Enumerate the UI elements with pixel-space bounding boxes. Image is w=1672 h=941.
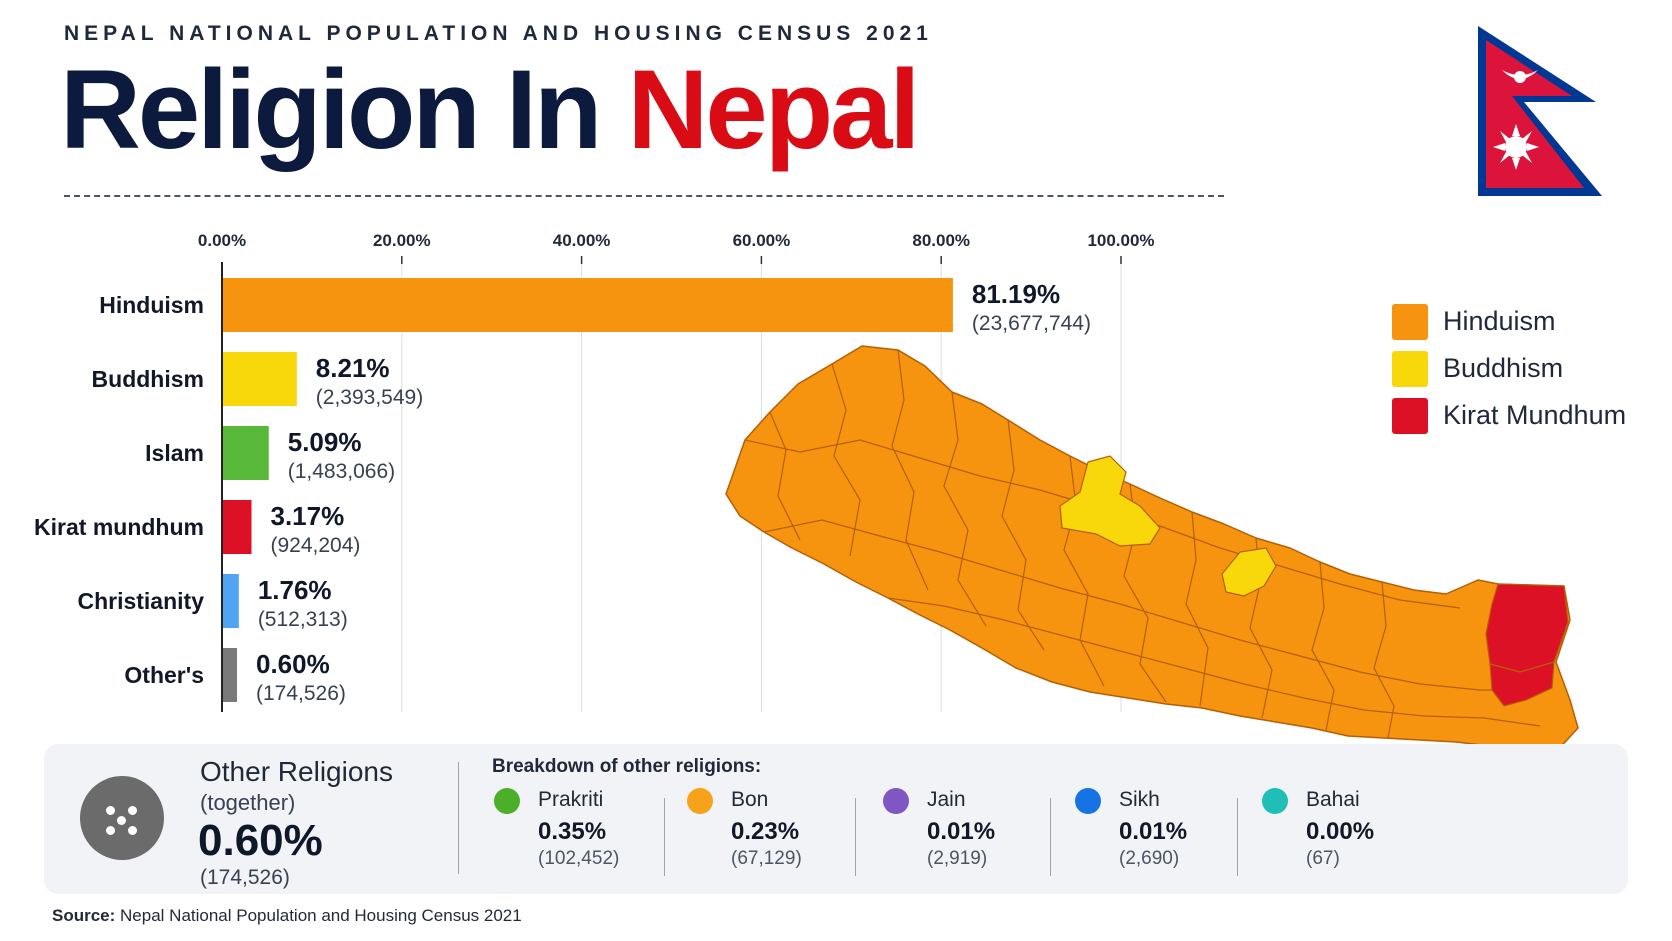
bar <box>223 648 237 702</box>
count-label: (512,313) <box>258 608 348 631</box>
nepal-district-map <box>725 345 1579 755</box>
title-divider <box>64 195 1224 197</box>
nepal-flag-icon <box>1478 26 1602 196</box>
sikh-dot-icon <box>1075 788 1101 814</box>
legend-item-hinduism: Hinduism <box>1392 298 1626 345</box>
value-label: 5.09% <box>288 427 362 457</box>
other-religions-percent: 0.60% <box>198 816 323 865</box>
source-label: Source: <box>52 906 116 925</box>
count-label: (2,393,549) <box>316 386 423 409</box>
breakdown-name: Sikh <box>1119 788 1160 811</box>
breakdown-count: (67) <box>1306 848 1340 869</box>
breakdown-title: Breakdown of other religions: <box>492 756 762 777</box>
breakdown-name: Prakriti <box>538 788 604 811</box>
breakdown-percent: 0.01% <box>927 818 996 845</box>
legend-item-kirat-mundhum: Kirat Mundhum <box>1392 392 1626 439</box>
source-note: Source: Nepal National Population and Ho… <box>52 906 522 926</box>
legend-label-buddhism: Buddhism <box>1443 353 1564 383</box>
category-label: Islam <box>145 440 204 466</box>
breakdown-name: Bon <box>731 788 769 811</box>
value-label: 0.60% <box>256 649 330 679</box>
panel-divider <box>458 762 459 874</box>
legend-label-hinduism: Hinduism <box>1443 306 1556 336</box>
breakdown-divider <box>855 798 856 876</box>
source-text: Nepal National Population and Housing Ce… <box>115 906 522 925</box>
breakdown-count: (2,919) <box>927 848 988 869</box>
count-label: (924,204) <box>270 534 360 557</box>
value-label: 1.76% <box>258 575 332 605</box>
legend-swatch-hinduism <box>1392 303 1428 340</box>
value-label: 8.21% <box>316 353 390 383</box>
bar <box>223 352 297 406</box>
category-label: Kirat mundhum <box>34 514 204 540</box>
breakdown-name: Bahai <box>1306 788 1360 811</box>
count-label: (174,526) <box>256 682 346 705</box>
dots-circle-icon <box>80 776 164 860</box>
jain-dot-icon <box>883 788 909 814</box>
bar <box>223 278 953 332</box>
breakdown-count: (67,129) <box>731 848 802 869</box>
other-religions-subtitle: (together) <box>200 790 296 815</box>
legend-label-kirat-mundhum: Kirat Mundhum <box>1443 400 1627 430</box>
other-religions-count: (174,526) <box>200 866 290 889</box>
breakdown-divider <box>1237 798 1238 876</box>
category-label: Hinduism <box>99 292 204 318</box>
count-label: (1,483,066) <box>288 460 395 483</box>
count-label: (23,677,744) <box>972 312 1091 335</box>
x-tick-label: 100.00% <box>1087 231 1154 250</box>
page-title: Religion In Nepal <box>60 46 921 175</box>
x-tick-label: 60.00% <box>733 231 791 250</box>
legend-swatch-kirat-mundhum <box>1392 397 1428 434</box>
x-tick-label: 20.00% <box>373 231 431 250</box>
title-part-2: Nepal <box>627 47 921 172</box>
breakdown-percent: 0.23% <box>731 818 800 845</box>
breakdown-percent: 0.00% <box>1306 818 1375 845</box>
title-part-1: Religion In <box>60 47 628 172</box>
other-religions-title: Other Religions <box>200 756 393 787</box>
category-label: Other's <box>124 662 204 688</box>
bar <box>223 426 269 480</box>
legend-item-buddhism: Buddhism <box>1392 345 1626 392</box>
bahai-dot-icon <box>1262 788 1288 814</box>
bar <box>223 500 252 554</box>
breakdown-count: (102,452) <box>538 848 620 869</box>
breakdown-percent: 0.01% <box>1119 818 1188 845</box>
other-religions-panel: Other Religions (together) 0.60% (174,52… <box>44 744 1628 894</box>
breakdown-divider <box>664 798 665 876</box>
legend-swatch-buddhism <box>1392 350 1428 387</box>
bar <box>223 574 239 628</box>
x-tick-label: 40.00% <box>553 231 611 250</box>
category-label: Buddhism <box>92 366 204 392</box>
breakdown-name: Jain <box>927 788 966 811</box>
x-tick-label: 0.00% <box>198 231 246 250</box>
category-label: Christianity <box>77 588 204 614</box>
value-label: 81.19% <box>972 279 1060 309</box>
value-label: 3.17% <box>270 501 344 531</box>
breakdown-count: (2,690) <box>1119 848 1180 869</box>
supertitle: NEPAL NATIONAL POPULATION AND HOUSING CE… <box>64 22 933 45</box>
breakdown-percent: 0.35% <box>538 818 607 845</box>
breakdown-divider <box>1050 798 1051 876</box>
x-tick-label: 80.00% <box>912 231 970 250</box>
bon-dot-icon <box>687 788 713 814</box>
prakriti-dot-icon <box>494 788 520 814</box>
map-legend: Hinduism Buddhism Kirat Mundhum <box>1392 298 1626 439</box>
